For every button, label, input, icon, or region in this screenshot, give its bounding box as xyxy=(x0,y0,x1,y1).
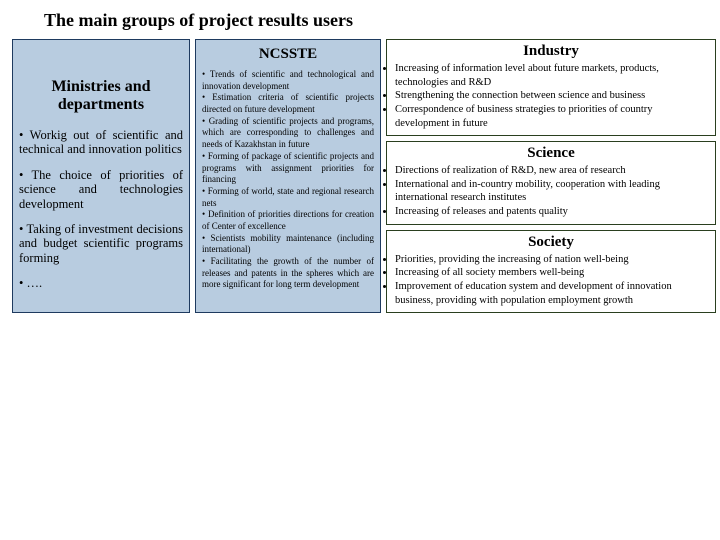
society-box: Society Priorities, providing the increa… xyxy=(386,230,716,314)
society-item: Priorities, providing the increasing of … xyxy=(395,253,707,267)
science-items: Directions of realization of R&D, new ar… xyxy=(395,164,707,219)
ncsste-item: Forming of world, state and regional res… xyxy=(202,186,374,209)
ncsste-item: Scientists mobility maintenance (includi… xyxy=(202,233,374,256)
ncsste-items: Trends of scientific and technological a… xyxy=(202,69,374,291)
society-item: Improvement of education system and deve… xyxy=(395,280,707,307)
ministries-item: • The choice of priorities of science an… xyxy=(19,168,183,211)
society-item: Increasing of all society members well-b… xyxy=(395,266,707,280)
ncsste-item: Forming of package of scientific project… xyxy=(202,151,374,186)
ministries-item: • Taking of investment decisions and bud… xyxy=(19,222,183,265)
industry-items: Increasing of information level about fu… xyxy=(395,62,707,130)
ncsste-box: NCSSTE Trends of scientific and technolo… xyxy=(195,39,381,313)
science-item: Increasing of releases and patents quali… xyxy=(395,205,707,219)
industry-item: Strengthening the connection between sci… xyxy=(395,89,707,103)
science-box: Science Directions of realization of R&D… xyxy=(386,141,716,225)
ncsste-item: Grading of scientific projects and progr… xyxy=(202,116,374,151)
industry-item: Correspondence of business strategies to… xyxy=(395,103,707,130)
ministries-item: • …. xyxy=(19,276,183,290)
science-item: International and in-country mobility, c… xyxy=(395,178,707,205)
ncsste-title: NCSSTE xyxy=(202,46,374,63)
society-title: Society xyxy=(395,234,707,251)
page-title: The main groups of project results users xyxy=(0,0,720,39)
ncsste-item: Estimation criteria of scientific projec… xyxy=(202,92,374,115)
ncsste-item: Definition of priorities directions for … xyxy=(202,209,374,232)
ncsste-item: Facilitating the growth of the number of… xyxy=(202,256,374,291)
science-title: Science xyxy=(395,145,707,162)
industry-box: Industry Increasing of information level… xyxy=(386,39,716,136)
ncsste-item: Trends of scientific and technological a… xyxy=(202,69,374,92)
ministries-title: Ministries and departments xyxy=(19,78,183,114)
layout-grid: Ministries and departments • Workig out … xyxy=(0,39,720,313)
industry-title: Industry xyxy=(395,43,707,60)
industry-item: Increasing of information level about fu… xyxy=(395,62,707,89)
ministries-box: Ministries and departments • Workig out … xyxy=(12,39,190,313)
ministries-item: • Workig out of scientific and technical… xyxy=(19,128,183,157)
science-item: Directions of realization of R&D, new ar… xyxy=(395,164,707,178)
right-column: Industry Increasing of information level… xyxy=(386,39,716,313)
society-items: Priorities, providing the increasing of … xyxy=(395,253,707,308)
ministries-items: • Workig out of scientific and technical… xyxy=(19,128,183,290)
